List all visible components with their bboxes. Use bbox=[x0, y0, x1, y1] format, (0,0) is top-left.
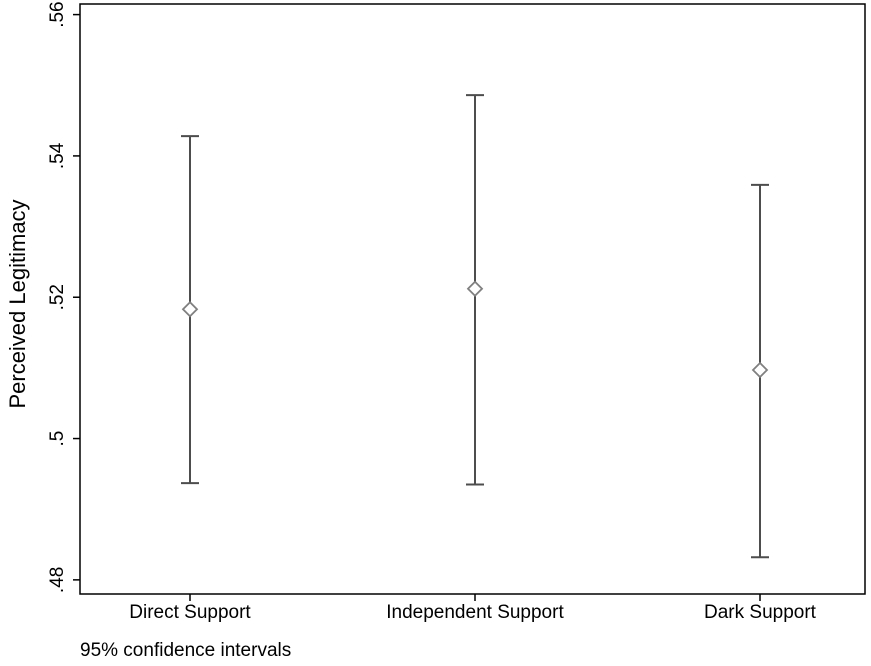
y-tick-label: .54 bbox=[47, 142, 68, 169]
ci-errorbar-3 bbox=[751, 183, 769, 559]
y-tick-label: .56 bbox=[47, 1, 68, 27]
y-axis-title: Perceived Legitimacy bbox=[5, 199, 30, 408]
x-tick-label: Independent Support bbox=[386, 602, 564, 623]
plot-frame bbox=[79, 3, 866, 595]
x-tick-label: Dark Support bbox=[704, 602, 817, 623]
y-tick-label: .5 bbox=[47, 431, 68, 447]
estimate-marker bbox=[181, 300, 199, 318]
estimate-marker bbox=[466, 280, 484, 298]
ci-errorbar-2 bbox=[466, 94, 484, 486]
y-tick-label: .52 bbox=[47, 284, 68, 310]
ci-errorbar-1 bbox=[181, 135, 199, 485]
y-axis: .48 .5 .52 .54 .56 bbox=[47, 1, 80, 593]
data-marks bbox=[181, 94, 769, 559]
y-tick-label: .48 bbox=[47, 567, 68, 593]
x-tick-label: Direct Support bbox=[129, 602, 251, 623]
x-axis: Direct Support Independent Support Dark Su… bbox=[129, 594, 817, 623]
footnote: 95% confidence intervals bbox=[80, 640, 292, 661]
estimate-marker bbox=[751, 361, 769, 379]
